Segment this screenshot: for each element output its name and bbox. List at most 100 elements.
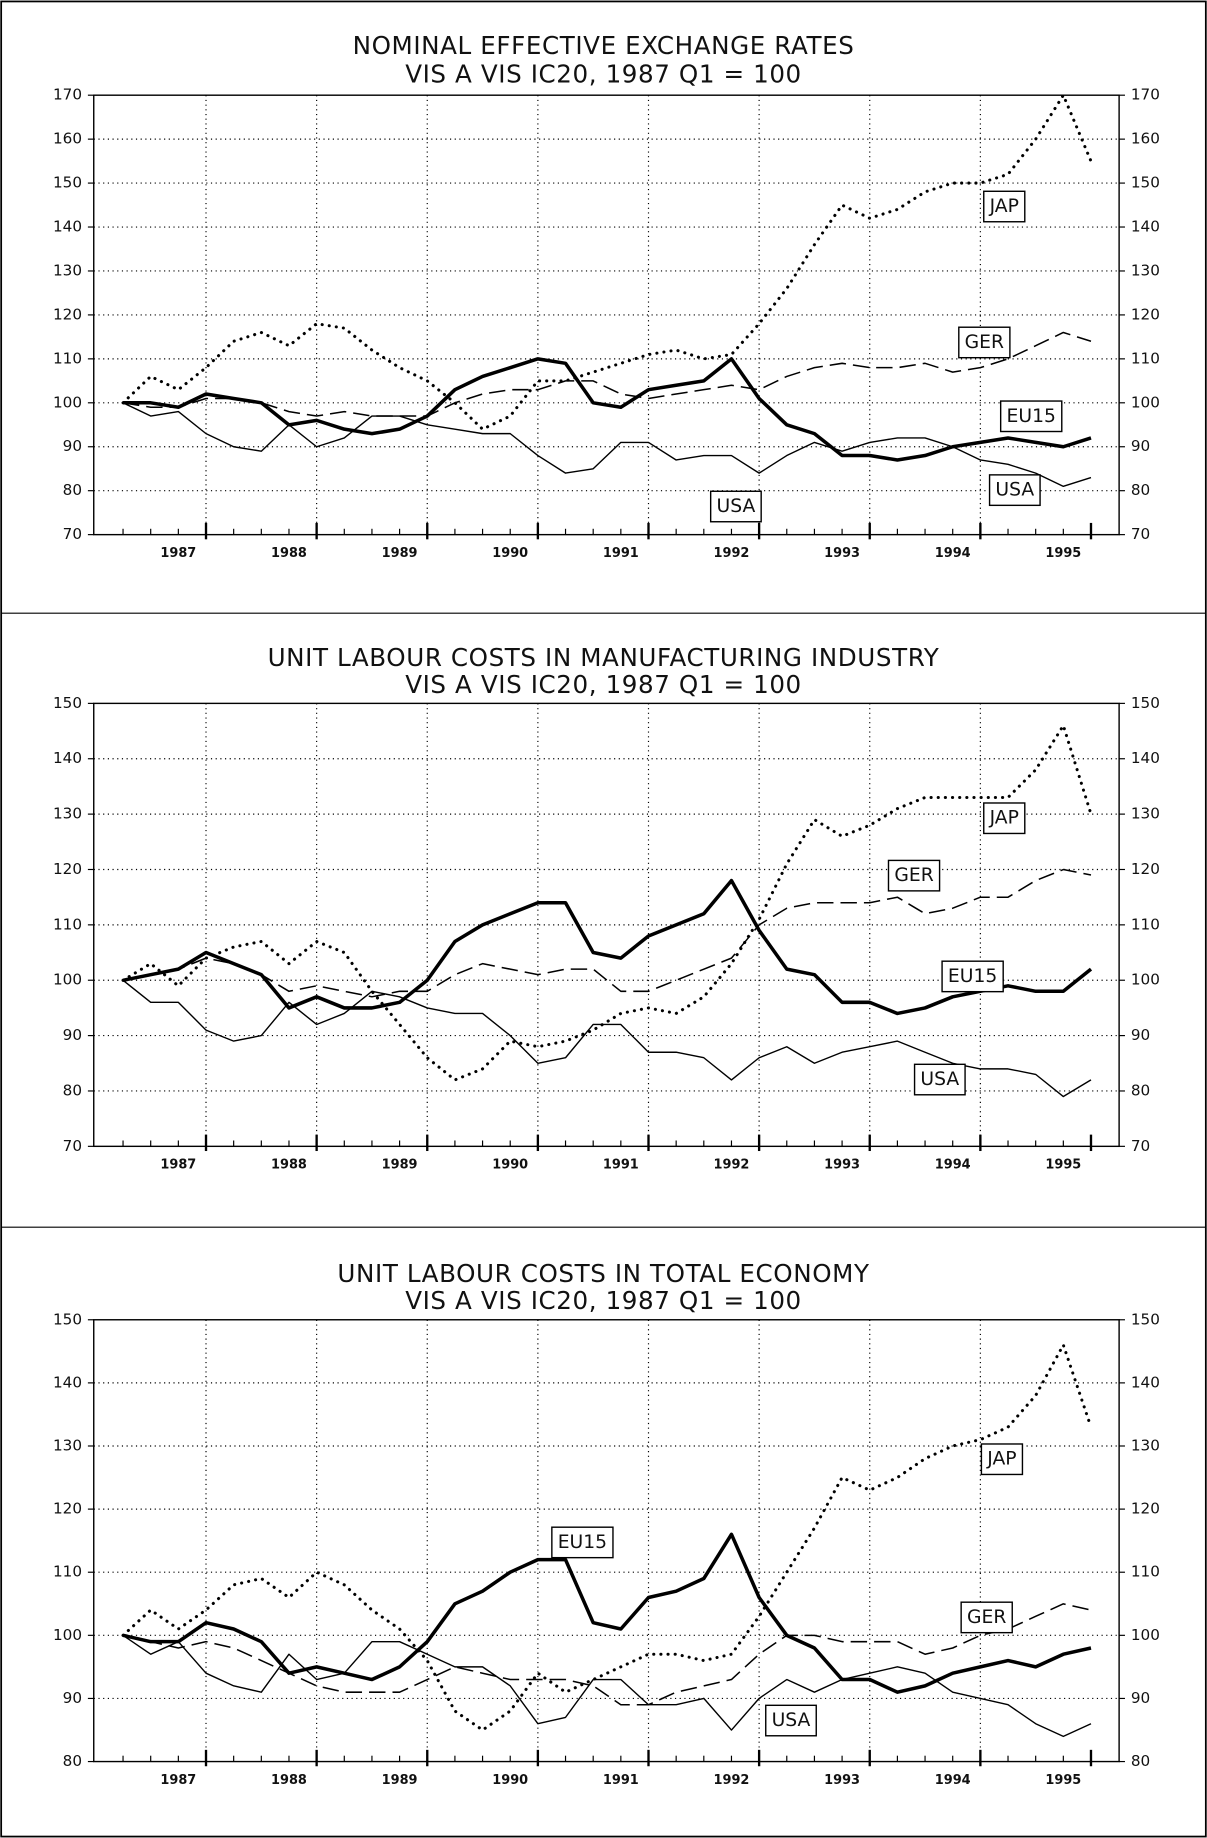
series-label: USA xyxy=(717,496,756,517)
y-tick-label: 100 xyxy=(53,971,82,989)
series-label-box xyxy=(988,474,1041,507)
y2-tick-label: 110 xyxy=(1131,915,1160,933)
chart-title: UNIT LABOUR COSTS IN MANUFACTURING INDUS… xyxy=(268,643,940,672)
series-label-box xyxy=(913,1063,966,1096)
y-tick-label: 120 xyxy=(53,860,82,878)
y2-tick-label: 90 xyxy=(1131,1026,1150,1044)
y-tick-label: 70 xyxy=(63,525,82,543)
y-tick-label: 110 xyxy=(53,349,82,367)
x-tick-label: 1987 xyxy=(160,1773,196,1788)
y-tick-label: 150 xyxy=(53,174,82,192)
series-label: JAP xyxy=(989,196,1019,217)
y2-tick-label: 90 xyxy=(1131,437,1150,455)
x-tick-label: 1988 xyxy=(271,1158,307,1173)
y2-tick-label: 130 xyxy=(1131,1436,1160,1454)
y-tick-label: 70 xyxy=(63,1137,82,1155)
y2-tick-label: 130 xyxy=(1131,805,1160,823)
y2-tick-label: 140 xyxy=(1131,218,1160,236)
x-tick-label: 1987 xyxy=(160,1158,196,1173)
x-tick-label: 1989 xyxy=(382,546,418,561)
series-label: EU15 xyxy=(948,966,997,987)
series-label: GER xyxy=(894,865,933,886)
series-line xyxy=(122,331,1092,417)
series-label-box xyxy=(999,400,1063,433)
series-label-box xyxy=(960,1601,1013,1634)
x-tick-label: 1989 xyxy=(382,1158,418,1173)
y-tick-label: 130 xyxy=(53,805,82,823)
y-tick-label: 110 xyxy=(53,915,82,933)
y-tick-label: 80 xyxy=(63,1752,82,1770)
y-tick-label: 120 xyxy=(53,305,82,323)
x-tick-label: 1990 xyxy=(492,1773,528,1788)
y-tick-label: 80 xyxy=(63,1081,82,1099)
y2-tick-label: 120 xyxy=(1131,860,1160,878)
x-tick-label: 1988 xyxy=(271,1773,307,1788)
series-label-box xyxy=(709,490,762,523)
x-tick-label: 1993 xyxy=(824,1158,860,1173)
y-tick-label: 140 xyxy=(53,218,82,236)
y-tick-label: 150 xyxy=(53,1310,82,1328)
series-label: GER xyxy=(965,332,1004,353)
x-tick-label: 1991 xyxy=(603,546,639,561)
series-label: EU15 xyxy=(1007,406,1056,427)
y2-tick-label: 110 xyxy=(1131,349,1160,367)
y2-tick-label: 110 xyxy=(1131,1563,1160,1581)
x-tick-label: 1988 xyxy=(271,546,307,561)
series-label-box xyxy=(551,1526,614,1559)
y2-tick-label: 160 xyxy=(1131,130,1160,148)
series-line xyxy=(122,1603,1092,1706)
series-label-box xyxy=(941,960,1004,993)
series-label-box xyxy=(983,802,1026,835)
series-label: JAP xyxy=(989,808,1019,829)
y-tick-label: 90 xyxy=(63,1026,82,1044)
x-tick-label: 1995 xyxy=(1045,546,1081,561)
y2-tick-label: 140 xyxy=(1131,1373,1160,1391)
y2-tick-label: 100 xyxy=(1131,971,1160,989)
x-tick-label: 1995 xyxy=(1045,1773,1081,1788)
y2-tick-label: 130 xyxy=(1131,261,1160,279)
y2-tick-label: 100 xyxy=(1131,393,1160,411)
series-line xyxy=(121,93,1093,431)
plot-frame xyxy=(93,702,1120,1148)
series-label-box xyxy=(983,190,1026,223)
y-tick-label: 90 xyxy=(63,437,82,455)
x-tick-label: 1991 xyxy=(603,1773,639,1788)
y2-tick-label: 150 xyxy=(1131,1310,1160,1328)
series-label-box xyxy=(980,1443,1024,1476)
y-tick-label: 120 xyxy=(53,1500,82,1518)
x-tick-label: 1987 xyxy=(160,546,196,561)
y-tick-label: 140 xyxy=(53,1373,82,1391)
series-label-box xyxy=(765,1704,817,1737)
y-tick-label: 160 xyxy=(53,130,82,148)
y2-tick-label: 80 xyxy=(1131,1081,1150,1099)
y-tick-label: 130 xyxy=(53,1436,82,1454)
y2-tick-label: 170 xyxy=(1131,86,1160,104)
y-tick-label: 170 xyxy=(53,86,82,104)
series-line xyxy=(122,868,1092,998)
y-tick-label: 90 xyxy=(63,1689,82,1707)
y-tick-label: 150 xyxy=(53,694,82,712)
y2-tick-label: 70 xyxy=(1131,525,1150,543)
x-tick-label: 1994 xyxy=(935,1158,971,1173)
y2-tick-label: 80 xyxy=(1131,481,1150,499)
y2-tick-label: 120 xyxy=(1131,305,1160,323)
x-tick-label: 1992 xyxy=(714,546,750,561)
chart-subtitle: VIS A VIS IC20, 1987 Q1 = 100 xyxy=(405,59,802,88)
y-tick-label: 100 xyxy=(53,1626,82,1644)
x-tick-label: 1990 xyxy=(492,1158,528,1173)
x-tick-label: 1993 xyxy=(824,546,860,561)
y2-tick-label: 100 xyxy=(1131,1626,1160,1644)
y-tick-label: 80 xyxy=(63,481,82,499)
x-tick-label: 1994 xyxy=(935,1773,971,1788)
y2-tick-label: 150 xyxy=(1131,694,1160,712)
series-label: USA xyxy=(920,1069,959,1090)
x-tick-label: 1991 xyxy=(603,1158,639,1173)
y2-tick-label: 80 xyxy=(1131,1752,1150,1770)
x-tick-label: 1990 xyxy=(492,546,528,561)
y-tick-label: 140 xyxy=(53,749,82,767)
series-line xyxy=(122,1532,1092,1694)
y2-tick-label: 120 xyxy=(1131,1500,1160,1518)
x-tick-label: 1992 xyxy=(714,1158,750,1173)
